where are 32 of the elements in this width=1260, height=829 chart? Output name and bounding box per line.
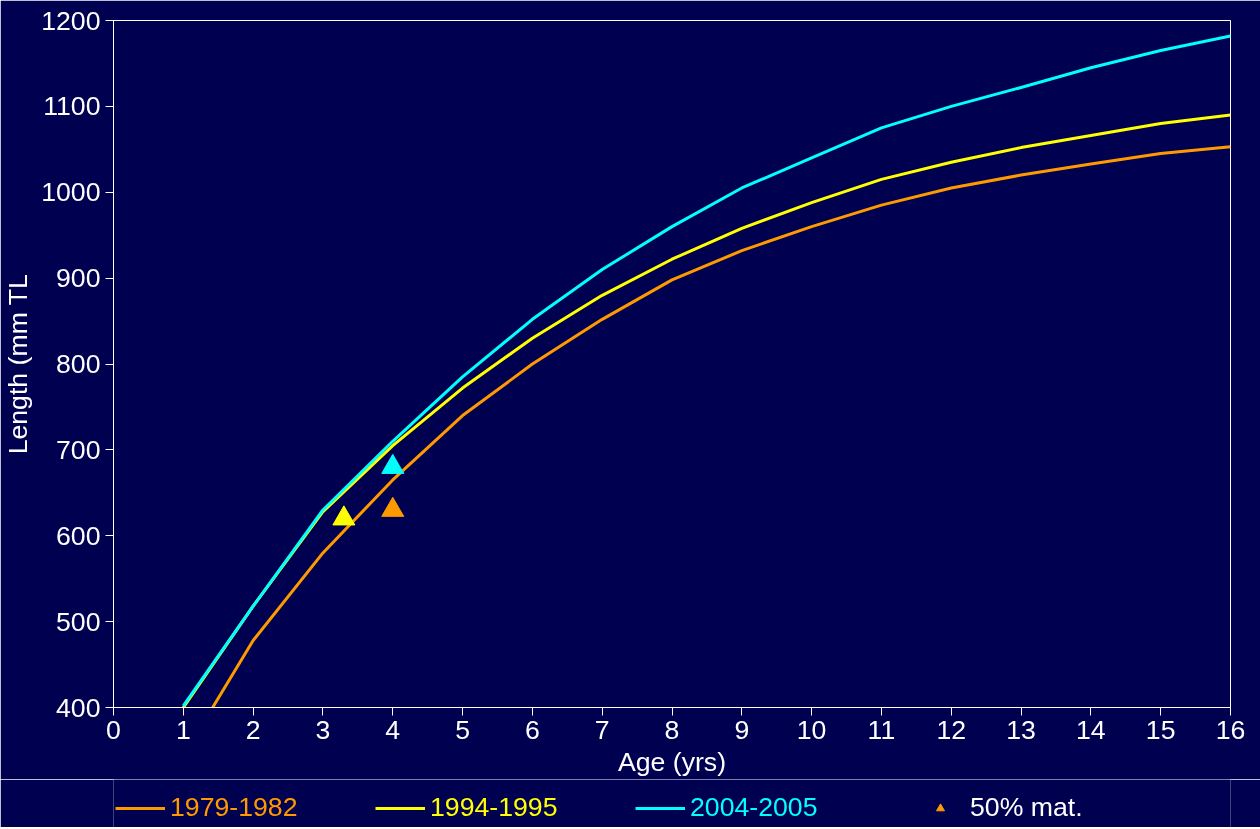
y-tick-label: 600 (56, 520, 101, 551)
y-axis-title: Length (mm TL (3, 274, 34, 455)
x-tick-label: 3 (315, 714, 331, 745)
x-tick-label: 10 (796, 714, 827, 745)
x-tick-label: 16 (1215, 714, 1246, 745)
legend-label: 1979-1982 (170, 792, 298, 823)
x-tick-label: 5 (455, 714, 470, 745)
y-tick-label: 1000 (41, 177, 101, 208)
x-tick-label: 4 (385, 714, 401, 745)
y-tick-label: 500 (56, 606, 101, 637)
x-tick-label: 13 (1006, 714, 1036, 745)
y-tick-label: 1100 (43, 91, 101, 122)
y-tick-label: 800 (56, 349, 101, 379)
y-tick-label: 700 (56, 434, 101, 465)
x-tick-label: 6 (524, 714, 540, 745)
x-tick-label: 14 (1076, 714, 1106, 745)
x-tick-label: 2 (245, 714, 261, 745)
x-axis-title: Age (yrs) (617, 746, 727, 777)
x-tick-label: 15 (1145, 714, 1176, 745)
x-tick-label: 12 (936, 714, 967, 745)
x-tick-label: 8 (664, 714, 680, 745)
legend-label: 2004-2005 (690, 792, 818, 823)
x-tick-label: 9 (734, 714, 750, 745)
x-tick-label: 0 (106, 714, 121, 745)
x-tick-label: 1 (175, 714, 191, 745)
y-tick-label: 900 (56, 263, 101, 294)
legend-label: 1994-1995 (430, 792, 558, 823)
y-tick-label: 400 (56, 692, 101, 723)
legend-label: 50% mat. (970, 792, 1083, 823)
x-tick-label: 11 (867, 714, 896, 745)
y-tick-label: 1200 (41, 5, 101, 36)
x-tick-label: 7 (594, 714, 610, 745)
